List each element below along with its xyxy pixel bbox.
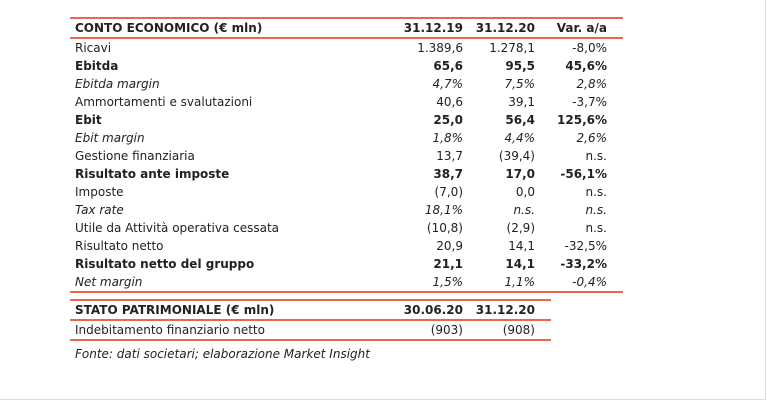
table-cell: -8,0% <box>572 41 607 55</box>
table-cell: Ebit <box>75 113 102 127</box>
table-row: Ammortamenti e svalutazioni 40,6 39,1 -3,7% <box>70 93 623 111</box>
table-cell: Risultato netto <box>75 239 164 253</box>
table-cell: 38,7 <box>433 167 463 181</box>
table-cell: 2,6% <box>576 131 608 145</box>
table-cell: Ricavi <box>75 41 112 55</box>
header-row: CONTO ECONOMICO (€ mln) 31.12.19 31.12.20 V… <box>70 19 623 37</box>
table-cell: (2,9) <box>506 221 535 235</box>
table-cell: 1,5% <box>432 275 464 289</box>
table-cell: 4,4% <box>504 131 536 145</box>
table-cell: 1,1% <box>504 275 536 289</box>
header-cell: 30.06.20 <box>403 303 463 317</box>
table-cell: n.s. <box>585 203 608 217</box>
table-cell: (903) <box>430 323 463 337</box>
rule <box>70 299 551 301</box>
table-row: Ebitda margin 4,7% 7,5% 2,8% <box>70 75 623 93</box>
table-cell: 2,8% <box>576 77 608 91</box>
table-row: Risultato netto 20,9 14,1 -32,5% <box>70 237 623 255</box>
table-row: Risultato ante imposte 38,7 17,0 -56,1% <box>70 165 623 183</box>
table-cell: 40,6 <box>436 95 463 109</box>
table-cell: (10,8) <box>426 221 463 235</box>
table-cell: Tax rate <box>75 203 124 217</box>
table-cell: 4,7% <box>432 77 464 91</box>
table-cell: -32,5% <box>564 239 607 253</box>
rule <box>70 319 551 321</box>
table-cell: Imposte <box>75 185 124 199</box>
table-cell: n.s. <box>585 185 608 199</box>
table-cell: -33,2% <box>560 257 607 271</box>
table-cell: Ebitda <box>75 59 119 73</box>
table-cell: -0,4% <box>572 275 607 289</box>
table-row: Indebitamento finanziario netto (903) (908… <box>70 321 551 339</box>
table-cell: Risultato netto del gruppo <box>75 257 255 271</box>
table-cell: 45,6% <box>565 59 607 73</box>
table-row: Ricavi 1.389,6 1.278,1 -8,0% <box>70 39 623 57</box>
table: CONTO ECONOMICO (€ mln) 31.12.19 31.12.20 V… <box>70 17 623 293</box>
table-row: Ebitda 65,6 95,5 45,6% <box>70 57 623 75</box>
table-row: Ebit 25,0 56,4 125,6% <box>70 111 623 129</box>
header-cell: 31.12.20 <box>475 21 535 35</box>
header-cell: STATO PATRIMONIALE (€ mln) <box>75 303 275 317</box>
table: STATO PATRIMONIALE (€ mln) 30.06.20 31.12.… <box>70 299 551 341</box>
table-cell: 14,1 <box>508 239 535 253</box>
table-row: Net margin 1,5% 1,1% -0,4% <box>70 273 623 291</box>
table-cell: Ammortamenti e svalutazioni <box>75 95 253 109</box>
table-cell: 21,1 <box>433 257 463 271</box>
table-cell: (39,4) <box>498 149 535 163</box>
rule <box>70 339 551 341</box>
table-row: Risultato netto del gruppo 21,1 14,1 -33,2% <box>70 255 623 273</box>
table-cell: 56,4 <box>505 113 535 127</box>
table-cell: Indebitamento finanziario netto <box>75 323 265 337</box>
table-cell: Risultato ante imposte <box>75 167 230 181</box>
table-cell: Net margin <box>75 275 143 289</box>
rule <box>70 17 623 19</box>
table-cell: 7,5% <box>504 77 536 91</box>
header-cell: 31.12.19 <box>403 21 463 35</box>
table-cell: 20,9 <box>436 239 463 253</box>
footnote: Fonte: dati societari; elaborazione Mark… <box>75 347 370 361</box>
table-cell: 1.278,1 <box>489 41 535 55</box>
table-row: Imposte (7,0) 0,0 n.s. <box>70 183 623 201</box>
table-cell: (908) <box>502 323 535 337</box>
table-cell: 65,6 <box>433 59 463 73</box>
table-cell: 0,0 <box>515 185 535 199</box>
table-cell: 14,1 <box>505 257 535 271</box>
table-cell: Utile da Attività operativa cessata <box>75 221 280 235</box>
table-row: Utile da Attività operativa cessata (10,8… <box>70 219 623 237</box>
header-cell: 31.12.20 <box>475 303 535 317</box>
table-cell: (7,0) <box>434 185 463 199</box>
table-row: Ebit margin 1,8% 4,4% 2,6% <box>70 129 623 147</box>
table-row: Tax rate 18,1% n.s. n.s. <box>70 201 623 219</box>
header-cell: Var. a/a <box>556 21 607 35</box>
table-cell: n.s. <box>513 203 536 217</box>
header-cell: CONTO ECONOMICO (€ mln) <box>75 21 263 35</box>
table-cell: 17,0 <box>505 167 535 181</box>
table-cell: n.s. <box>585 221 608 235</box>
table-cell: n.s. <box>585 149 608 163</box>
table-cell: Ebit margin <box>75 131 145 145</box>
rule <box>70 37 623 39</box>
table-cell: Ebitda margin <box>75 77 160 91</box>
table-cell: 1,8% <box>432 131 464 145</box>
table-cell: 1.389,6 <box>417 41 463 55</box>
table-cell: 18,1% <box>424 203 463 217</box>
table-cell: 25,0 <box>433 113 463 127</box>
table-cell: 39,1 <box>508 95 535 109</box>
table-row: Gestione finanziaria 13,7 (39,4) n.s. <box>70 147 623 165</box>
table-cell: 125,6% <box>557 113 607 127</box>
table-cell: Gestione finanziaria <box>75 149 195 163</box>
table-cell: -3,7% <box>572 95 607 109</box>
header-row: STATO PATRIMONIALE (€ mln) 30.06.20 31.12.… <box>70 301 551 319</box>
table-cell: -56,1% <box>560 167 607 181</box>
rule <box>70 291 623 293</box>
table-cell: 95,5 <box>505 59 535 73</box>
table-cell: 13,7 <box>436 149 463 163</box>
